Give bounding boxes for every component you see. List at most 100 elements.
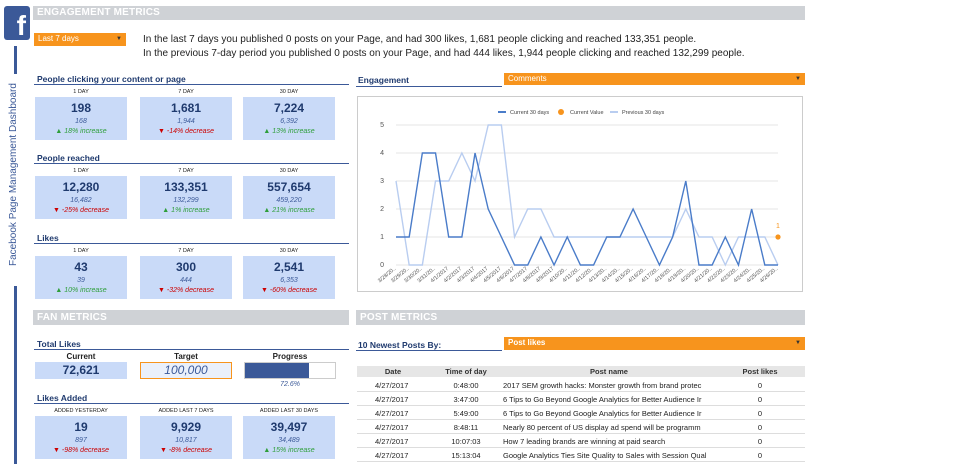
y-tick-label: 5 xyxy=(380,122,384,129)
kpi-previous: 1,944 xyxy=(177,118,195,125)
table-cell: 4/27/2017 xyxy=(375,409,409,418)
engagement-line-chart: 0123453/28/20..3/29/20..3/30/20..3/31/20… xyxy=(377,109,781,284)
kpi-change: ▲ 21% increase xyxy=(243,207,335,214)
total-likes-label: Total Likes xyxy=(37,339,81,349)
kpi-change-text: -14% decrease xyxy=(166,128,214,135)
likes-added-label: Likes Added xyxy=(37,393,88,403)
kpi-change-text: -98% decrease xyxy=(61,447,109,454)
table-cell: 6 Tips to Go Beyond Google Analytics for… xyxy=(503,395,702,404)
triangle-up-icon: ▲ xyxy=(55,128,65,135)
likes-added-column-label: ADDED LAST 7 DAYS xyxy=(158,408,214,414)
kpi-change-text: 18% increase xyxy=(64,128,107,135)
kpi-change-text: 10% increase xyxy=(64,287,107,294)
kpi-change-text: -25% decrease xyxy=(61,207,109,214)
kpi-change-text: 21% increase xyxy=(272,207,315,214)
kpi-change-text: -8% decrease xyxy=(168,447,213,454)
column-header[interactable]: Date xyxy=(384,367,402,376)
kpi-column-label: 1 DAY xyxy=(73,248,89,254)
divider xyxy=(34,349,349,350)
triangle-up-icon: ▲ xyxy=(263,207,273,214)
kpi-change: ▼ -14% decrease xyxy=(140,128,232,135)
kpi-tile: 133,351 132,299 ▲ 1% increase xyxy=(140,176,232,219)
column-header[interactable]: Post name xyxy=(590,367,628,376)
table-cell: 10:07:03 xyxy=(451,437,481,446)
kpi-change: ▼ -25% decrease xyxy=(35,207,127,214)
table-cell: 4/27/2017 xyxy=(375,423,409,432)
kpi-tile: 19 897 ▼ -98% decrease xyxy=(35,416,127,459)
current-value-point xyxy=(775,234,781,240)
table-cell: How 7 leading brands are winning at paid… xyxy=(503,437,666,446)
kpi-change-text: -60% decrease xyxy=(269,287,317,294)
divider xyxy=(34,243,349,244)
table-row: 4/27/2017 8:48:11 Nearly 80 percent of US … xyxy=(357,420,805,434)
summary-current: In the last 7 days you published 0 posts… xyxy=(143,34,697,45)
table-header: Date Time of day Post name Post likes xyxy=(357,366,805,377)
engagement-chart-label: Engagement xyxy=(358,75,410,85)
table-cell: 4/27/2017 xyxy=(375,395,409,404)
triangle-down-icon: ▼ xyxy=(158,287,167,294)
table-cell: 3:47:00 xyxy=(453,395,479,404)
divider xyxy=(34,84,349,85)
kpi-column-label: 7 DAY xyxy=(178,168,194,174)
kpi-previous: 6,392 xyxy=(280,118,298,125)
kpi-value: 7,224 xyxy=(273,101,305,115)
kpi-value: 19 xyxy=(74,420,88,434)
period-select[interactable]: Last 7 days ▼ xyxy=(34,33,126,46)
sort-select[interactable]: Post likes ▼ xyxy=(504,337,805,350)
kpi-change: ▲ 10% increase xyxy=(35,287,127,294)
kpi-change: ▲ 13% increase xyxy=(243,128,335,135)
triangle-down-icon: ▼ xyxy=(261,287,270,294)
kpi-previous: 459,220 xyxy=(276,197,302,204)
kpi-tile: 2,541 6,353 ▼ -60% decrease xyxy=(243,256,335,299)
target-input[interactable]: 100,000 xyxy=(140,362,232,379)
kpi-value: 198 xyxy=(70,101,92,115)
y-tick-label: 2 xyxy=(380,206,384,213)
kpi-value: 39,497 xyxy=(270,420,308,434)
kpi-value: 9,929 xyxy=(170,420,202,434)
data-label: 1 xyxy=(776,223,780,230)
table-cell: 15:13:04 xyxy=(451,451,481,460)
metric-select[interactable]: Comments ▼ xyxy=(504,73,805,85)
kpi-change-text: -32% decrease xyxy=(166,287,214,294)
dashboard-title: Facebook Page Management Dashboard xyxy=(8,83,19,266)
triangle-up-icon: ▲ xyxy=(263,447,273,454)
triangle-down-icon: ▼ xyxy=(159,447,169,454)
kpi-tile: 7,224 6,392 ▲ 13% increase xyxy=(243,97,335,140)
kpi-column-label: 30 DAY xyxy=(279,89,299,95)
series-line xyxy=(396,152,778,268)
progress-fill xyxy=(245,363,309,378)
progress-text: 72.6% xyxy=(280,381,300,388)
table-cell: 6 Tips to Go Beyond Google Analytics for… xyxy=(503,409,702,418)
table-cell: 0 xyxy=(757,395,763,404)
kpi-tile: 1,681 1,944 ▼ -14% decrease xyxy=(140,97,232,140)
kpi-previous: 16,482 xyxy=(70,197,92,204)
table-row: 4/27/2017 10:07:03 How 7 leading brands ar… xyxy=(357,434,805,448)
kpi-previous: 897 xyxy=(75,437,87,444)
table-cell: 8:48:11 xyxy=(453,423,479,432)
table-cell: 4/27/2017 xyxy=(375,381,409,390)
facebook-logo: f xyxy=(4,6,30,40)
kpi-change: ▼ -32% decrease xyxy=(140,287,232,294)
kpi-value: 12,280 xyxy=(62,180,100,194)
column-header[interactable]: Post likes xyxy=(742,367,778,376)
kpi-tile: 39,497 34,489 ▲ 15% increase xyxy=(243,416,335,459)
table-row: 4/27/2017 0:48:00 2017 SEM growth hacks: M… xyxy=(357,378,805,392)
kpi-tile: 43 39 ▲ 10% increase xyxy=(35,256,127,299)
triangle-down-icon: ▼ xyxy=(53,447,62,454)
kpi-column-label: 1 DAY xyxy=(73,168,89,174)
triangle-up-icon: ▲ xyxy=(55,287,65,294)
current-likes-tile: 72,621 xyxy=(35,362,127,379)
sidebar-divider xyxy=(14,286,17,464)
table-cell: 0 xyxy=(757,437,763,446)
kpi-change: ▲ 18% increase xyxy=(35,128,127,135)
kpi-group-title: Likes xyxy=(37,233,59,243)
chevron-down-icon: ▼ xyxy=(116,36,122,42)
table-cell: 5:49:00 xyxy=(453,409,479,418)
kpi-change: ▼ -8% decrease xyxy=(140,447,232,454)
kpi-previous: 34,489 xyxy=(278,437,300,444)
kpi-previous: 39 xyxy=(77,277,85,284)
progress-label: Progress xyxy=(272,352,308,361)
column-header[interactable]: Time of day xyxy=(445,367,487,376)
kpi-change: ▲ 1% increase xyxy=(140,207,232,214)
kpi-tile: 198 168 ▲ 18% increase xyxy=(35,97,127,140)
